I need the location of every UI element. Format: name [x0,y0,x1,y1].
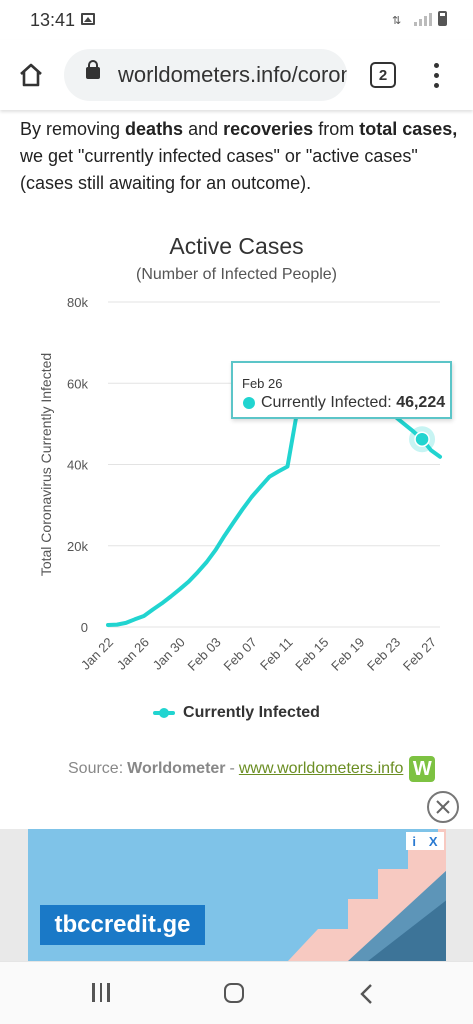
x-tick-label: Feb 27 [400,635,439,674]
tooltip-date: Feb 26 [242,376,283,391]
lock-icon [86,60,100,79]
chart-tooltip: Feb 26 Currently Infected: 46,224 [231,361,452,419]
browser-toolbar: worldometers.info/coronavirus 2 [0,40,473,110]
ad-brand[interactable]: tbccredit.ge [40,905,205,945]
ad-choices[interactable]: i X [406,832,444,850]
status-icons: ⇅ [392,11,447,27]
y-tick-label: 60k [67,376,88,391]
ad-banner[interactable]: tbccredit.ge i X [0,829,473,961]
tabs-button[interactable]: 2 [370,62,396,88]
x-tick-label: Feb 07 [220,635,259,674]
ad-close-icon[interactable]: X [428,833,438,849]
tooltip-series-dot [243,397,255,409]
source-link[interactable]: www.worldometers.info [238,760,404,777]
x-tick-label: Jan 26 [114,635,152,673]
worldometer-logo[interactable]: W [409,756,436,782]
y-tick-label: 0 [81,620,88,635]
chart-subtitle: (Number of Infected People) [136,266,337,283]
url-text: worldometers.info/coronavirus [118,62,347,87]
y-tick-label: 40k [67,458,88,473]
series-line-currently-infected [106,387,442,627]
status-bar: 13:41 ⇅ [0,0,473,40]
system-nav-bar [0,961,473,1024]
more-vert-icon[interactable] [422,58,450,92]
close-circle-icon [436,800,450,814]
recents-icon[interactable] [92,983,110,1002]
x-tick-label: Feb 03 [185,635,224,674]
address-bar[interactable]: worldometers.info/coronavirus [64,49,347,101]
ad-panel[interactable]: tbccredit.ge i X [28,829,446,961]
ad-info-icon[interactable]: i [412,833,417,849]
image-icon [81,13,95,25]
y-tick-label: 20k [67,539,88,554]
battery-icon [438,11,447,26]
home-button[interactable] [14,58,48,92]
legend-label: Currently Infected [183,704,320,721]
x-tick-label: Jan 30 [150,635,188,673]
back-icon[interactable] [358,982,374,1006]
active-cases-chart[interactable]: 0 20k 40k 60k 80k Total Coronavirus Currently… [0,290,473,690]
close-ad-button[interactable] [427,791,459,823]
y-axis-title: Total Coronavirus Currently Infected [38,353,54,576]
source-name: Worldometer [127,760,226,777]
chart-title: Active Cases [169,233,304,259]
home-outline-icon[interactable] [224,983,244,1003]
chart-legend[interactable]: Currently Infected [0,704,473,722]
tab-count: 2 [378,66,388,84]
chart-source: Source: Worldometer - www.worldometers.i… [68,756,436,782]
status-time: 13:41 [30,10,76,30]
x-tick-label: Feb 23 [364,635,403,674]
legend-swatch [153,708,176,718]
highlight-point [414,431,430,447]
x-tick-label: Feb 15 [292,635,331,674]
signal-icon [414,12,432,26]
x-tick-label: Jan 22 [78,635,116,673]
ad-stairs-graphic [288,829,446,961]
x-tick-label: Feb 19 [328,635,367,674]
y-tick-label: 80k [67,295,88,310]
x-tick-label: Feb 11 [257,635,296,674]
tooltip-value: 46,224 [396,394,446,411]
data-transfer-icon: ⇅ [392,15,402,27]
tooltip-value-line: Currently Infected: 46,224 [261,394,446,411]
intro-paragraph: By removing deaths and recoveries from t… [20,119,458,193]
home-icon [20,63,42,87]
